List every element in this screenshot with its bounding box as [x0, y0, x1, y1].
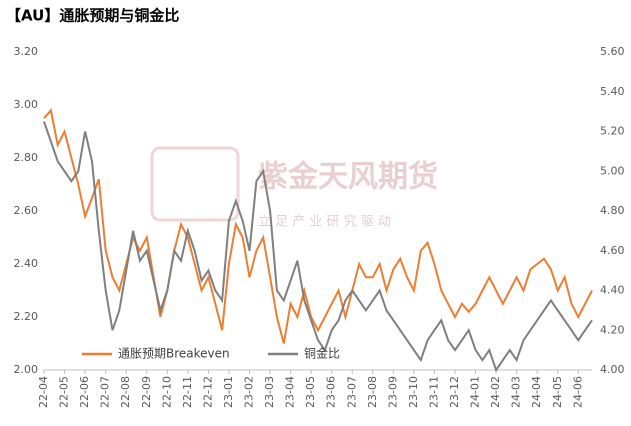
x-tick-label: 24-04 [530, 376, 543, 408]
y-tick-label: 2.80 [14, 151, 39, 164]
x-tick-label: 22-09 [140, 376, 153, 408]
watermark-logo [150, 146, 240, 222]
x-tick-label: 23-04 [284, 376, 297, 408]
watermark: 紫金天风期货 [258, 160, 438, 195]
x-tick-label: 22-10 [160, 376, 173, 408]
x-tick-label: 22-04 [37, 376, 50, 408]
y2-tick-label: 5.60 [600, 45, 625, 58]
x-tick-label: 23-12 [448, 376, 461, 408]
x-tick-label: 24-05 [551, 376, 564, 408]
y-tick-label: 2.40 [14, 257, 39, 270]
legend-label: 铜金比 [304, 346, 340, 361]
x-tick-label: 23-02 [243, 376, 256, 408]
y-tick-label: 3.20 [14, 45, 39, 58]
legend-label: 通胀预期Breakeven [118, 347, 230, 361]
x-tick-label: 23-03 [263, 376, 276, 408]
x-tick-label: 23-08 [366, 376, 379, 408]
y2-tick-label: 4.00 [600, 363, 625, 376]
x-tick-label: 23-07 [345, 376, 358, 408]
y2-tick-label: 4.60 [600, 244, 625, 257]
y2-tick-label: 5.00 [600, 164, 625, 177]
x-tick-label: 23-11 [427, 376, 440, 408]
y2-tick-label: 4.40 [600, 284, 625, 297]
x-tick-label: 23-01 [222, 376, 235, 408]
x-tick-label: 24-02 [489, 376, 502, 408]
y2-tick-label: 5.40 [600, 85, 625, 98]
x-tick-label: 22-06 [78, 376, 91, 408]
y2-tick-label: 5.20 [600, 125, 625, 138]
y-tick-label: 2.00 [14, 363, 39, 376]
x-tick-label: 22-05 [58, 376, 71, 408]
watermark-sub: 立 足 产 业 研 究 驱 动 [258, 215, 391, 230]
x-tick-label: 24-01 [469, 376, 482, 408]
y-tick-label: 2.20 [14, 310, 39, 323]
x-tick-label: 23-09 [386, 376, 399, 408]
x-tick-label: 23-06 [325, 376, 338, 408]
x-tick-label: 22-11 [181, 376, 194, 408]
x-tick-label: 22-07 [99, 376, 112, 408]
x-tick-label: 23-05 [304, 376, 317, 408]
y-tick-label: 3.00 [14, 98, 39, 111]
x-tick-label: 22-12 [201, 376, 214, 408]
y-tick-label: 2.60 [14, 204, 39, 217]
x-tick-label: 24-06 [571, 376, 584, 408]
y2-tick-label: 4.20 [600, 323, 625, 336]
chart-title: 【AU】通胀预期与铜金比 [6, 7, 179, 25]
y2-tick-label: 4.80 [600, 204, 625, 217]
series-line [43, 121, 593, 373]
x-tick-label: 23-10 [407, 376, 420, 408]
x-tick-label: 24-03 [510, 376, 523, 408]
x-tick-label: 22-08 [119, 376, 132, 408]
